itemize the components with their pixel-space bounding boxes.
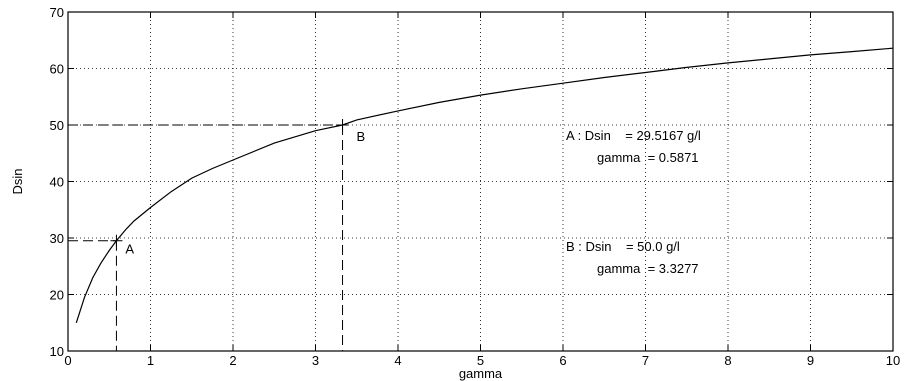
y-tick-label: 20 (50, 288, 64, 303)
axis-ticks (67, 11, 894, 352)
x-tick-label: 1 (147, 353, 154, 368)
y-tick-label: 70 (50, 5, 64, 20)
x-tick-label: 7 (642, 353, 649, 368)
y-axis-label: Dsin (10, 168, 25, 194)
annotation-a-gamma: gamma = 0.5871 (597, 150, 699, 165)
x-tick-label: 3 (312, 353, 319, 368)
tick-labels: 0 1 2 3 4 5 6 7 8 9 10 10 20 30 40 50 60 70 (50, 5, 901, 368)
annotation-a-dsin: A : Dsin = 29.5167 g/l (566, 128, 701, 143)
y-tick-label: 10 (50, 344, 64, 359)
y-tick-label: 60 (50, 62, 64, 77)
x-tick-label: 4 (394, 353, 401, 368)
y-tick-label: 40 (50, 175, 64, 190)
point-guide-lines (68, 124, 344, 351)
x-axis-label: gamma (459, 366, 503, 381)
grid-lines (68, 12, 893, 351)
x-tick-label: 8 (724, 353, 731, 368)
x-tick-label: 9 (807, 353, 814, 368)
x-tick-label: 6 (559, 353, 566, 368)
y-tick-label: 30 (50, 231, 64, 246)
point-markers (110, 119, 349, 247)
annotation-b-dsin: B : Dsin = 50.0 g/l (566, 239, 680, 254)
point-a-label: A (125, 242, 134, 257)
x-tick-label: 0 (64, 353, 71, 368)
point-b-label: B (357, 129, 366, 144)
x-tick-label: 5 (477, 353, 484, 368)
y-tick-label: 50 (50, 118, 64, 133)
x-tick-label: 2 (229, 353, 236, 368)
annotation-b-gamma: gamma = 3.3277 (597, 261, 699, 276)
series-line (75, 47, 894, 323)
x-tick-label: 10 (886, 353, 900, 368)
